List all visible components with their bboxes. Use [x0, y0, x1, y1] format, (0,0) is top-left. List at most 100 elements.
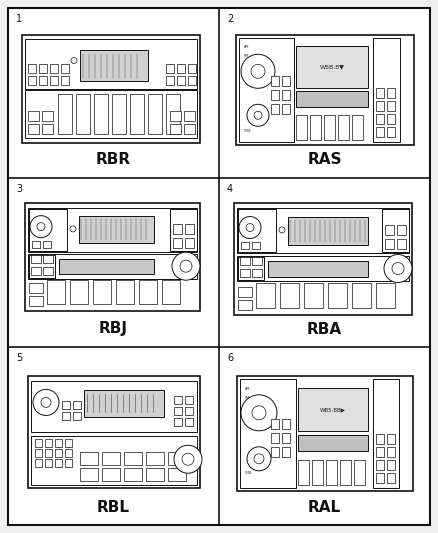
- Bar: [240, 257, 250, 265]
- Bar: [62, 412, 70, 420]
- Bar: [28, 254, 197, 279]
- Bar: [146, 452, 164, 465]
- Bar: [61, 76, 69, 85]
- Text: RBJ: RBJ: [99, 321, 128, 336]
- Text: 3: 3: [16, 184, 22, 194]
- Bar: [50, 64, 58, 73]
- Bar: [39, 76, 47, 85]
- Bar: [282, 76, 290, 86]
- Bar: [35, 439, 42, 447]
- Bar: [174, 407, 182, 415]
- Bar: [177, 76, 185, 85]
- Circle shape: [37, 223, 45, 231]
- Bar: [271, 104, 279, 114]
- Text: RBL: RBL: [97, 499, 130, 514]
- Bar: [29, 255, 55, 278]
- Bar: [184, 111, 195, 121]
- Bar: [28, 76, 36, 85]
- Text: WB5.BB▶: WB5.BB▶: [320, 407, 346, 412]
- Circle shape: [33, 390, 59, 415]
- Bar: [387, 460, 395, 470]
- Bar: [326, 460, 337, 485]
- Bar: [25, 203, 200, 311]
- Bar: [387, 88, 395, 98]
- Bar: [65, 459, 72, 467]
- Text: RBA: RBA: [307, 321, 342, 336]
- Bar: [352, 283, 371, 308]
- Bar: [252, 269, 262, 277]
- Bar: [35, 449, 42, 457]
- Bar: [55, 449, 62, 457]
- Bar: [185, 224, 194, 233]
- Bar: [166, 94, 180, 134]
- Bar: [29, 283, 43, 293]
- Bar: [25, 90, 197, 138]
- Bar: [338, 115, 349, 140]
- Circle shape: [241, 54, 275, 88]
- Bar: [296, 115, 307, 140]
- Bar: [45, 459, 52, 467]
- Circle shape: [279, 227, 285, 233]
- Bar: [376, 460, 384, 470]
- Bar: [185, 395, 193, 403]
- Bar: [376, 473, 384, 483]
- Bar: [387, 114, 395, 124]
- Bar: [162, 280, 180, 304]
- Bar: [376, 101, 384, 111]
- Bar: [252, 257, 262, 265]
- Bar: [70, 280, 88, 304]
- Bar: [298, 460, 309, 485]
- Bar: [282, 418, 290, 429]
- Bar: [184, 124, 195, 134]
- Bar: [387, 127, 395, 137]
- Bar: [271, 432, 279, 442]
- Bar: [241, 243, 249, 249]
- Bar: [304, 283, 323, 308]
- Bar: [116, 280, 134, 304]
- Bar: [28, 376, 200, 488]
- Bar: [354, 460, 365, 485]
- Bar: [28, 124, 39, 134]
- Bar: [238, 300, 252, 310]
- Bar: [352, 115, 363, 140]
- Bar: [376, 127, 384, 137]
- Bar: [282, 432, 290, 442]
- Bar: [124, 452, 142, 465]
- Bar: [73, 401, 81, 409]
- Bar: [185, 238, 194, 248]
- Bar: [102, 468, 120, 481]
- Bar: [296, 46, 368, 88]
- Bar: [237, 256, 409, 281]
- Bar: [42, 124, 53, 134]
- Bar: [43, 266, 53, 274]
- Bar: [238, 287, 252, 297]
- Bar: [385, 225, 394, 236]
- Bar: [256, 283, 275, 308]
- Bar: [25, 39, 197, 89]
- Bar: [102, 452, 120, 465]
- Bar: [376, 114, 384, 124]
- Bar: [61, 64, 69, 73]
- Bar: [387, 434, 395, 444]
- Circle shape: [41, 398, 51, 407]
- Bar: [238, 209, 276, 253]
- Circle shape: [239, 216, 261, 239]
- Bar: [168, 468, 186, 481]
- Bar: [170, 111, 181, 121]
- Circle shape: [174, 445, 202, 473]
- Bar: [237, 376, 413, 491]
- Circle shape: [71, 58, 77, 63]
- Bar: [238, 257, 264, 280]
- Bar: [188, 64, 196, 73]
- Text: RAL: RAL: [308, 499, 341, 514]
- Bar: [387, 473, 395, 483]
- Bar: [376, 283, 395, 308]
- Bar: [31, 266, 41, 274]
- Circle shape: [246, 223, 254, 231]
- Bar: [43, 255, 53, 263]
- Bar: [240, 269, 250, 277]
- Bar: [397, 239, 406, 249]
- Bar: [55, 459, 62, 467]
- Bar: [31, 255, 41, 263]
- Bar: [387, 447, 395, 457]
